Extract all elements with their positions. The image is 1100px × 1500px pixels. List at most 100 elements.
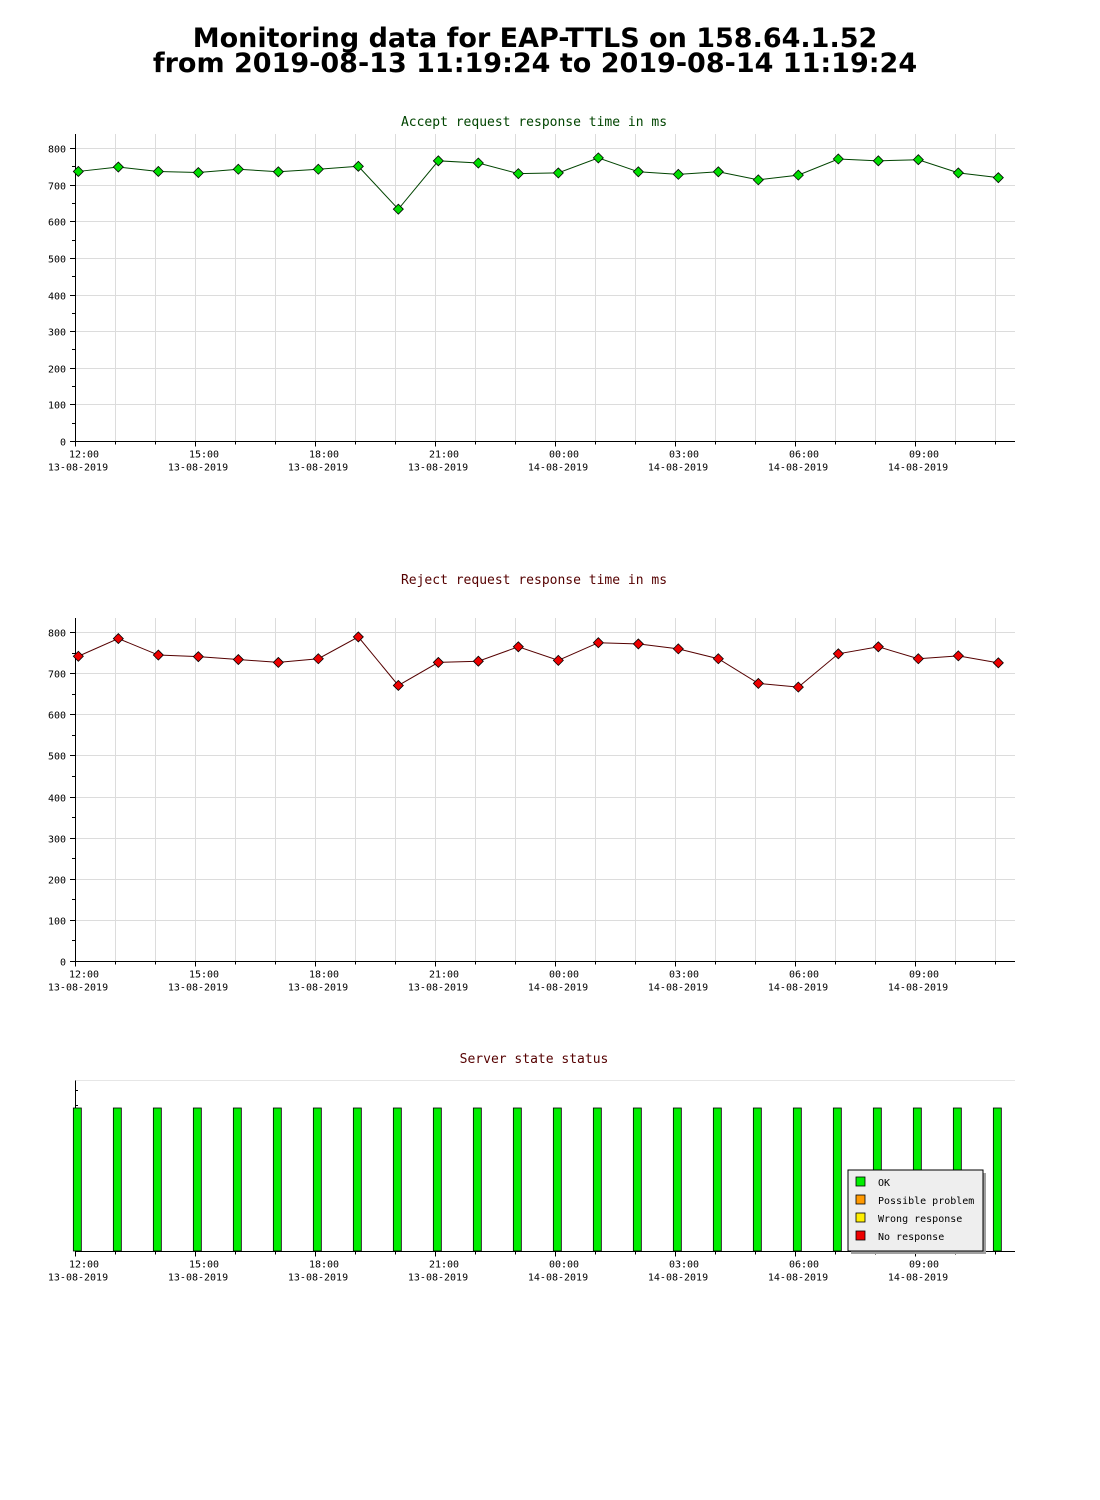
y-tick-label: 300 [48,328,66,339]
data-point [592,152,604,164]
status-bar [72,1107,82,1252]
y-tick-label: 100 [48,917,66,928]
data-point [832,648,844,660]
status-bar [192,1107,202,1252]
status-bar [272,1107,282,1252]
data-point [872,155,884,167]
data-point [392,203,404,215]
data-point [472,157,484,169]
y-tick-label: 300 [48,835,66,846]
y-tick-label: 600 [48,218,66,229]
x-tick-label-time: 09:00 [909,1260,939,1271]
y-tick-label: 200 [48,876,66,887]
reject-response-time-chart: Reject request response time in ms 0 100 2… [48,573,1015,994]
x-tick-label-date: 14-08-2019 [768,463,828,474]
x-tick-label-date: 14-08-2019 [528,983,588,994]
legend-label: OK [878,1178,890,1189]
status-bar [232,1107,242,1252]
data-point [952,650,964,662]
data-point [712,653,724,665]
x-tick-label-date: 14-08-2019 [768,983,828,994]
x-tick-label-date: 13-08-2019 [408,1273,468,1284]
status-bar [992,1107,1002,1252]
data-point [392,679,404,692]
data-point [112,161,124,173]
x-tick-label-date: 13-08-2019 [168,1273,228,1284]
page-title-line-1: Monitoring data for EAP-TTLS on 158.64.1… [192,23,878,54]
x-tick-label-time: 03:00 [669,1260,699,1271]
x-tick-label-date: 13-08-2019 [48,463,108,474]
x-tick-label-time: 18:00 [309,970,339,981]
status-bar [752,1107,762,1252]
data-point [632,638,644,650]
x-tick-label-time: 03:00 [669,970,699,981]
data-point [72,165,84,178]
data-point [792,169,804,181]
x-tick-label-time: 21:00 [429,450,459,461]
data-point [752,677,764,689]
data-point [152,165,164,178]
data-point [632,166,644,178]
chart-title: Server state status [460,1052,609,1067]
legend-swatch [855,1212,866,1223]
x-tick-label-time: 00:00 [549,970,579,981]
status-bar [712,1107,722,1252]
x-tick-label-date: 13-08-2019 [168,983,228,994]
x-tick-label-date: 14-08-2019 [888,463,948,474]
data-point [312,163,324,175]
legend-swatch [855,1176,866,1187]
data-point [152,649,164,661]
data-point [512,168,524,180]
y-tick-label: 500 [48,752,66,763]
x-tick-label-time: 15:00 [189,450,219,461]
data-point [312,653,324,665]
x-tick-label-time: 00:00 [549,450,579,461]
x-tick-label-date: 14-08-2019 [528,463,588,474]
y-tick-label: 800 [48,629,66,640]
x-tick-label-date: 13-08-2019 [408,983,468,994]
data-point [472,655,484,667]
status-bar [592,1107,602,1252]
status-bar [392,1107,402,1252]
data-point [432,155,444,167]
y-tick-label: 100 [48,401,66,412]
x-tick-label-date: 14-08-2019 [888,1273,948,1284]
data-point [352,160,364,172]
y-tick-label: 700 [48,182,66,193]
status-bar [312,1107,322,1252]
status-bar [112,1107,122,1252]
y-tick-label: 500 [48,255,66,266]
x-tick-label-date: 13-08-2019 [48,1273,108,1284]
x-tick-label-time: 12:00 [69,970,99,981]
data-point [272,166,284,178]
legend-label: No response [878,1232,944,1243]
legend-box [847,1169,984,1252]
x-tick-label-time: 06:00 [789,970,819,981]
status-bar [432,1107,442,1252]
x-tick-label-time: 15:00 [189,970,219,981]
x-tick-label-time: 06:00 [789,450,819,461]
status-bar [672,1107,682,1252]
data-point [952,167,964,179]
x-tick-label-date: 14-08-2019 [648,463,708,474]
chart-title: Accept request response time in ms [401,115,667,130]
status-bar [832,1107,842,1252]
y-tick-label: 0 [60,438,66,449]
x-tick-label-date: 13-08-2019 [168,463,228,474]
x-tick-label-date: 13-08-2019 [408,463,468,474]
data-point [672,643,684,655]
legend-label: Wrong response [878,1214,962,1225]
x-tick-label-date: 13-08-2019 [288,463,348,474]
x-tick-label-time: 06:00 [789,1260,819,1271]
x-tick-label-date: 14-08-2019 [768,1273,828,1284]
data-point [992,657,1004,669]
data-point [912,653,924,665]
x-tick-label-date: 13-08-2019 [48,983,108,994]
legend-swatch [855,1230,866,1241]
data-point [712,166,724,178]
data-point [872,641,884,653]
data-point [272,656,284,668]
status-bar [352,1107,362,1252]
status-bar [472,1107,482,1252]
data-point [552,167,564,179]
